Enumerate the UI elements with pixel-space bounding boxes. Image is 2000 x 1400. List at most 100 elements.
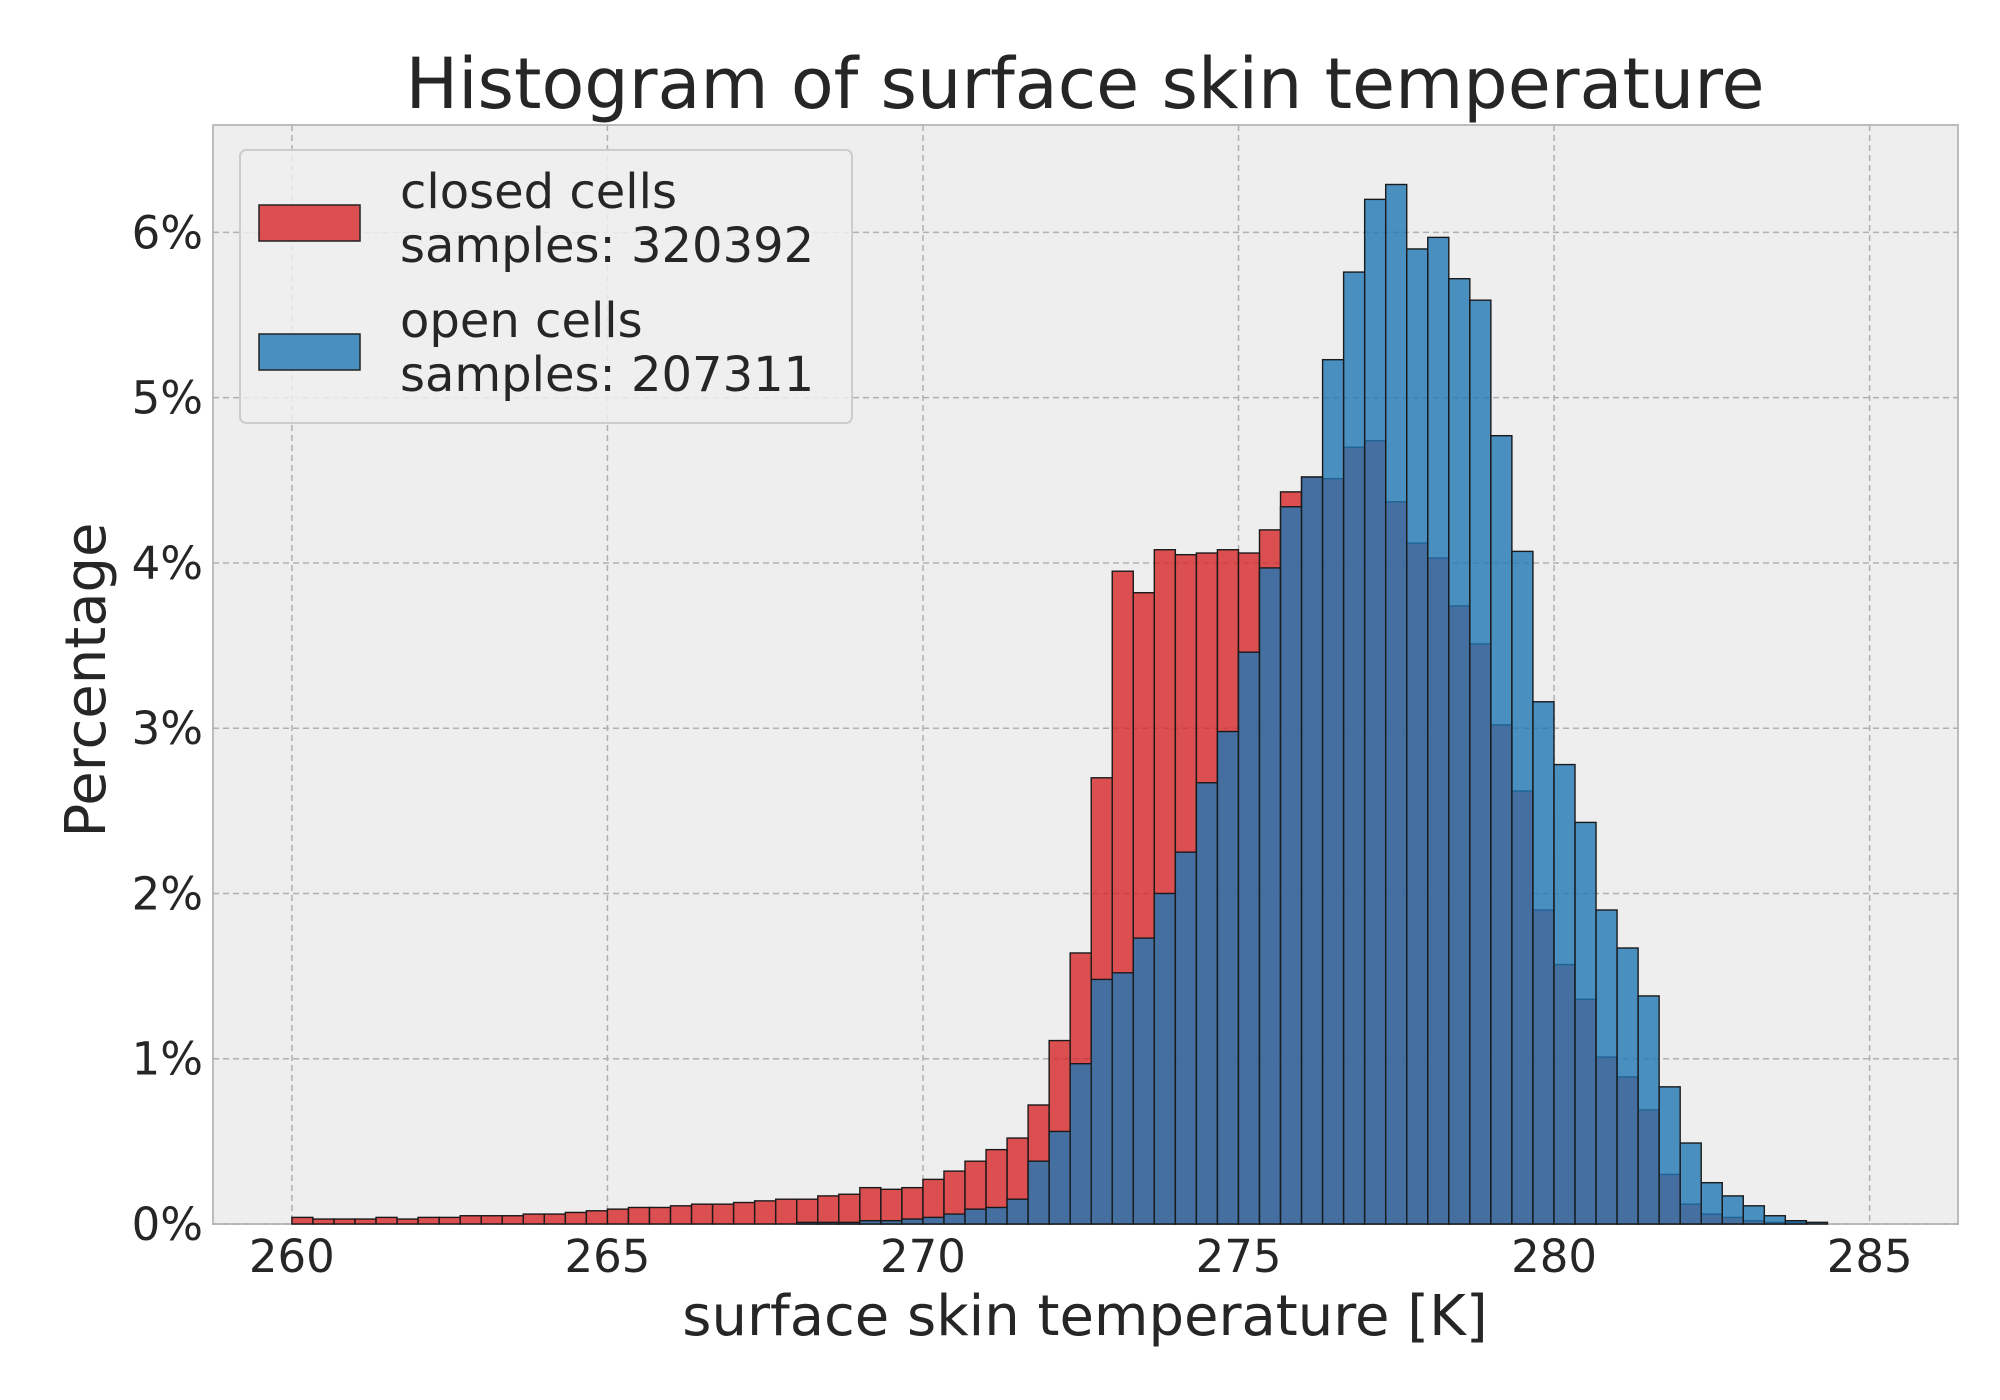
bar-open-cells	[1511, 550, 1534, 1225]
y-tick-label: 3%	[132, 702, 203, 755]
y-tick-label: 0%	[132, 1198, 203, 1251]
legend-label-closed-cells: closed cells	[400, 164, 677, 220]
bar-open-cells	[1700, 1181, 1723, 1225]
bar-open-cells	[1237, 651, 1261, 1225]
y-tick-label: 5%	[132, 372, 203, 425]
bar-closed-cells	[354, 1218, 377, 1225]
bar-open-cells	[922, 1216, 945, 1225]
bar-closed-cells	[396, 1218, 419, 1225]
bar-open-cells	[1406, 248, 1429, 1225]
bar-open-cells	[1048, 1130, 1071, 1225]
chart-title: Histogram of surface skin temperature	[405, 43, 1764, 125]
legend-frame	[239, 149, 853, 424]
bar-open-cells	[880, 1219, 903, 1225]
bar-open-cells	[964, 1208, 987, 1225]
series-open-cells	[796, 183, 1829, 1225]
x-tick-label: 265	[564, 1230, 650, 1283]
bar-open-cells	[1490, 434, 1513, 1225]
bar-closed-cells	[606, 1208, 630, 1225]
bar-open-cells	[1321, 358, 1345, 1225]
bar-open-cells	[1721, 1195, 1744, 1225]
bar-open-cells	[1553, 763, 1576, 1225]
bar-open-cells	[1448, 277, 1471, 1225]
bar-closed-cells	[501, 1215, 524, 1225]
bar-open-cells	[1384, 183, 1408, 1225]
bar-open-cells	[1532, 701, 1555, 1225]
bar-open-cells	[817, 1221, 840, 1225]
bar-open-cells	[1300, 476, 1324, 1225]
bar-closed-cells	[291, 1216, 314, 1225]
bar-open-cells	[1195, 782, 1219, 1225]
y-axis-label: Percentage	[54, 522, 119, 837]
bar-open-cells	[1784, 1219, 1808, 1225]
bar-open-cells	[1742, 1205, 1766, 1225]
bar-closed-cells	[375, 1216, 398, 1225]
bar-open-cells	[1111, 972, 1134, 1225]
bar-open-cells	[1574, 821, 1597, 1225]
bar-open-cells	[1616, 947, 1639, 1225]
legend-label-open-cells: open cells	[400, 293, 643, 349]
bar-closed-cells	[438, 1216, 461, 1225]
bar-closed-cells	[690, 1203, 714, 1225]
bar-closed-cells	[333, 1218, 356, 1225]
y-tick-label: 2%	[132, 867, 203, 920]
legend-samples-closed-cells: samples: 320392	[400, 218, 814, 274]
bar-open-cells	[838, 1221, 861, 1225]
histogram-bars	[291, 183, 1829, 1225]
bar-closed-cells	[859, 1186, 882, 1225]
x-tick-label: 280	[1511, 1230, 1597, 1283]
x-tick-label: 285	[1827, 1230, 1913, 1283]
legend-samples-open-cells: samples: 207311	[400, 347, 814, 403]
bar-open-cells	[985, 1206, 1008, 1225]
bar-open-cells	[1805, 1221, 1829, 1225]
x-axis-label: surface skin temperature [K]	[682, 1284, 1487, 1349]
legend-swatch-open-cells	[258, 333, 361, 371]
bar-closed-cells	[796, 1198, 819, 1225]
bar-open-cells	[1763, 1215, 1787, 1225]
bar-open-cells	[1342, 271, 1366, 1225]
legend: closed cells samples: 320392 open cells …	[239, 149, 853, 424]
bar-open-cells	[1069, 1062, 1092, 1225]
bar-closed-cells	[480, 1215, 503, 1225]
legend-swatch-closed-cells	[258, 204, 361, 242]
bar-closed-cells	[522, 1213, 546, 1225]
bar-closed-cells	[543, 1213, 567, 1225]
bar-closed-cells	[564, 1211, 588, 1225]
bar-open-cells	[796, 1221, 819, 1225]
y-axis-ticks: 0% 1% 2% 3% 4% 5% 6%	[132, 206, 203, 1251]
y-tick-label: 4%	[132, 537, 203, 590]
bar-open-cells	[943, 1213, 966, 1225]
x-axis-ticks: 260 265 270 275 280 285	[249, 1230, 1913, 1283]
bar-open-cells	[1216, 730, 1240, 1225]
bar-closed-cells	[417, 1216, 440, 1225]
bar-open-cells	[1637, 995, 1660, 1225]
x-tick-label: 260	[249, 1230, 335, 1283]
bar-closed-cells	[838, 1193, 861, 1225]
y-tick-label: 1%	[132, 1033, 203, 1086]
bar-closed-cells	[312, 1218, 335, 1225]
bar-open-cells	[1006, 1198, 1029, 1225]
bar-open-cells	[859, 1219, 882, 1225]
bar-open-cells	[1427, 236, 1450, 1225]
bar-open-cells	[1153, 892, 1177, 1225]
y-tick-label: 6%	[132, 206, 203, 259]
bar-closed-cells	[711, 1203, 735, 1225]
bar-closed-cells	[817, 1195, 840, 1225]
bar-open-cells	[1469, 299, 1492, 1225]
bar-closed-cells	[880, 1188, 903, 1225]
bar-open-cells	[1132, 937, 1156, 1225]
bar-open-cells	[1363, 198, 1387, 1225]
bar-closed-cells	[753, 1200, 777, 1225]
bar-open-cells	[1595, 909, 1618, 1225]
bar-open-cells	[1090, 978, 1113, 1225]
bar-closed-cells	[732, 1201, 756, 1225]
bar-open-cells	[1027, 1160, 1050, 1225]
bar-closed-cells	[459, 1215, 482, 1225]
bar-closed-cells	[774, 1198, 798, 1225]
bar-open-cells	[1174, 851, 1198, 1225]
x-tick-label: 270	[880, 1230, 966, 1283]
bar-open-cells	[1258, 567, 1282, 1225]
bar-closed-cells	[627, 1206, 651, 1225]
bar-open-cells	[901, 1218, 924, 1225]
